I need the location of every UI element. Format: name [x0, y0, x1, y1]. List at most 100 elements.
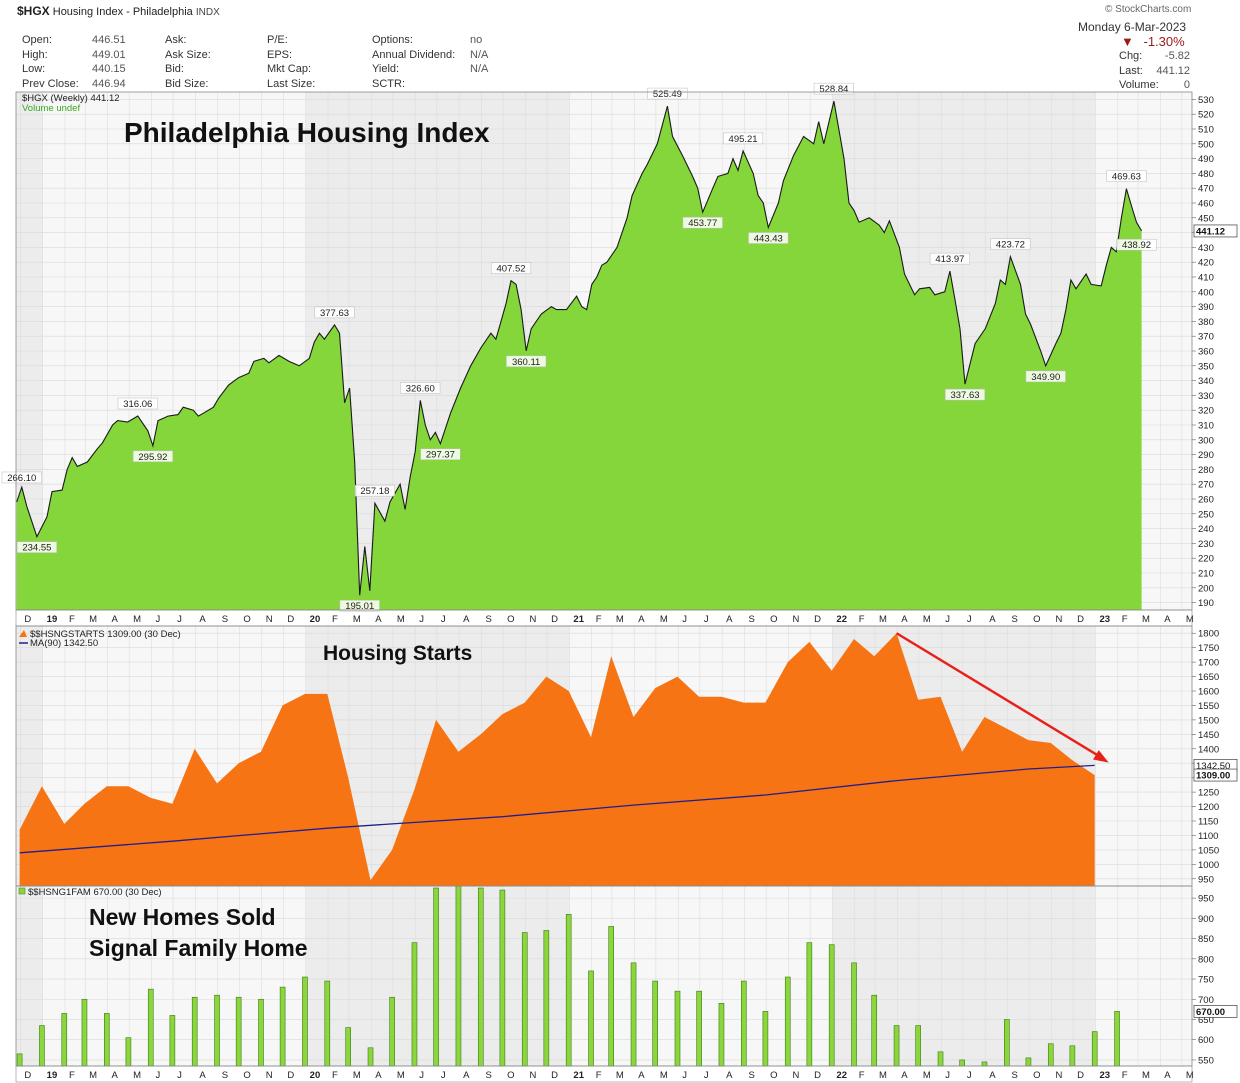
annotation-label: 337.63 [950, 390, 979, 401]
annotation-box [354, 484, 395, 497]
x-tick-label: D [1077, 614, 1084, 625]
x-tick-label: O [507, 614, 514, 625]
x-tick-label: N [529, 1070, 536, 1081]
ma-last-tag: 1342.50 [1196, 761, 1230, 772]
quote-label: Annual Dividend: [372, 48, 456, 61]
annotation-box [1106, 170, 1147, 182]
y-tick-label: 500 [1198, 139, 1214, 150]
x-tick-label: A [638, 614, 645, 625]
y-tick-label: 190 [1198, 598, 1214, 609]
symbol: $HGX [17, 4, 50, 18]
x-tick-label: J [704, 614, 709, 625]
new-homes-bar [214, 994, 220, 1067]
quote-date: Monday 6-Mar-2023 [1078, 20, 1187, 34]
price-legend: $HGX (Weekly) 441.12 [22, 93, 120, 104]
housing-starts-area [19, 633, 1095, 886]
x-tick-label: N [1055, 1070, 1062, 1081]
x-tick-label: M [1186, 614, 1194, 625]
new-homes-bar [16, 1053, 23, 1067]
x-tick-label: J [682, 1070, 687, 1081]
x-tick-label: 19 [47, 614, 58, 625]
ma90-line [19, 764, 1095, 854]
y-tick-label: 550 [1198, 1055, 1214, 1066]
quote-label: SCTR: [372, 77, 405, 90]
new-homes-bar [543, 930, 550, 1067]
y-tick-label: 1000 [1198, 860, 1219, 871]
annotation-label: 195.01 [345, 601, 374, 612]
annotation-label: 316.06 [123, 399, 152, 410]
quote-value: 440.15 [92, 63, 126, 75]
starts-legend: $$HSNGSTARTS 1309.00 (30 Dec) [30, 629, 181, 640]
x-tick-label: N [529, 614, 536, 625]
price-panel-title: Philadelphia Housing Index [124, 117, 490, 148]
annotation-label: 257.18 [360, 486, 389, 497]
starts-last-tag: 1309.00 [1196, 771, 1230, 782]
y-tick-label: 530 [1198, 95, 1214, 106]
x-tick-label: A [989, 614, 996, 625]
annotation-label: 453.77 [688, 218, 717, 229]
y-tick-label: 260 [1198, 495, 1214, 506]
quote-value: no [470, 34, 483, 46]
new-homes-bar [696, 990, 702, 1067]
new-homes-bar [389, 996, 395, 1067]
annotation-label: 413.97 [935, 254, 964, 265]
x-tick-label: A [989, 1070, 996, 1081]
x-tick-label: M [1186, 1070, 1194, 1081]
quote-label: P/E: [267, 34, 288, 46]
x-tick-label: S [1012, 614, 1018, 625]
y-tick-label: 1400 [1198, 744, 1219, 755]
x-tick-label: F [859, 614, 865, 625]
x-tick-label: O [243, 1070, 250, 1081]
annotation-label: 266.10 [7, 473, 36, 484]
new-homes-bar [1047, 1043, 1054, 1067]
x-tick-label: M [923, 1070, 931, 1081]
y-tick-label: 1600 [1198, 687, 1219, 698]
y-tick-label: 340 [1198, 376, 1214, 387]
new-homes-bar [784, 976, 791, 1067]
y-tick-label: 460 [1198, 199, 1214, 210]
x-tick-label: J [967, 614, 972, 625]
x-tick-label: J [155, 1070, 160, 1081]
y-tick-label: 220 [1198, 554, 1214, 565]
change-pct: -1.30% [1143, 34, 1185, 49]
x-tick-label: J [441, 614, 446, 625]
new-homes-bar [630, 962, 637, 1067]
annotation-label: 349.90 [1031, 372, 1060, 383]
new-homes-bar [147, 988, 154, 1067]
y-tick-label: 280 [1198, 465, 1214, 476]
x-tick-label: F [332, 614, 338, 625]
new-homes-bar [477, 887, 484, 1067]
x-tick-label: 22 [836, 1070, 847, 1081]
y-tick-label: 210 [1198, 569, 1214, 580]
y-tick-label: 300 [1198, 435, 1214, 446]
x-tick-label: 21 [573, 614, 584, 625]
x-tick-label: M [1142, 1070, 1150, 1081]
annotation-box [314, 306, 355, 319]
y-tick-label: 230 [1198, 539, 1214, 550]
x-tick-label: F [69, 1070, 75, 1081]
x-tick-label: N [266, 1070, 273, 1081]
new-homes-bar [499, 889, 506, 1067]
new-homes-bar [1004, 1019, 1010, 1067]
quote-label: Low: [22, 63, 46, 75]
x-tick-label: A [638, 1070, 645, 1081]
x-tick-label: J [682, 614, 687, 625]
new-homes-title-line1: New Homes Sold [89, 904, 276, 930]
x-tick-label: S [1012, 1070, 1018, 1081]
annotation-label: 443.43 [754, 234, 783, 245]
x-tick-label: 22 [836, 614, 847, 625]
x-tick-label: M [660, 1070, 668, 1081]
quote-label: EPS: [267, 48, 293, 61]
chart-title-bar: $HGX Housing Index - Philadelphia INDX [17, 4, 220, 18]
y-tick-label: 900 [1198, 914, 1214, 925]
new-homes-bar [959, 1059, 965, 1067]
quote-label: Yield: [372, 63, 400, 75]
x-tick-label: N [792, 614, 799, 625]
x-tick-label: S [749, 1070, 755, 1081]
x-tick-label: 21 [573, 1070, 584, 1081]
quote-value: N/A [470, 63, 489, 75]
x-tick-label: F [596, 614, 602, 625]
quote-value: -5.82 [1164, 50, 1190, 62]
annotation-box [16, 541, 57, 553]
new-homes-bar [81, 998, 88, 1067]
